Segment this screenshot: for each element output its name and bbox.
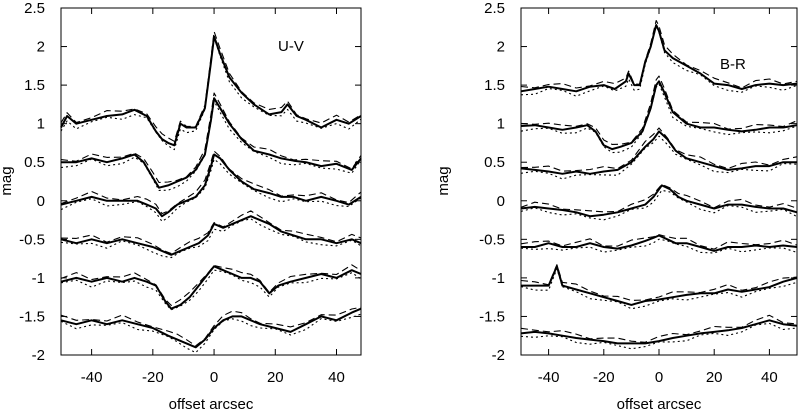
panel-right-series-6-dotted: [520, 322, 798, 350]
panel-left-series-1-dashed: [60, 92, 362, 184]
panel-right-series-6-solid: [520, 319, 798, 345]
panel-right-series-0-dashed: [520, 19, 798, 89]
panel-left-series-3-solid: [60, 215, 362, 256]
panel-right-frame: [520, 7, 798, 356]
panel-right-label: B-R: [720, 56, 746, 73]
panel-right-xlabel: offset arcsec: [617, 396, 702, 413]
panel-left-ytick-label: -2: [32, 347, 45, 364]
panel-right-series-4-dotted: [520, 238, 798, 254]
panel-left-xtick-label: -20: [142, 369, 164, 386]
panel-right-ticks: -2 -1.5 -1 -0.5 0 0.5 1 1.5 2 2.5 -40 -20 0 20 40: [479, 0, 797, 386]
panel-right-xtick-label: -20: [593, 369, 615, 386]
panel-right-xtick-label: 0: [655, 369, 663, 386]
panel-left-ytick-label: -1: [32, 270, 45, 287]
panel-left-xtick-label: 0: [210, 369, 218, 386]
panel-right-series-5-dotted: [520, 268, 798, 310]
panel-right-series-2-solid: [520, 130, 797, 175]
panel-right-ytick-label: -2: [492, 347, 505, 364]
panel-right-series-6-dashed: [520, 314, 798, 343]
panel-left-ytick-label: -0.5: [19, 231, 45, 248]
panel-left-series-4-dotted: [60, 269, 362, 311]
panel-right-series-2-dotted: [520, 135, 798, 180]
panel-right-xtick-label: -40: [538, 369, 560, 386]
panel-right-series-1-dashed: [520, 75, 798, 145]
panel-left-series-2-solid: [60, 153, 362, 218]
panel-left-xtick-label: 40: [328, 369, 345, 386]
panel-left-series-4-dashed: [60, 264, 362, 306]
panel-right-series-3-solid: [520, 184, 798, 218]
panel-right-series-4-solid: [521, 234, 798, 252]
panel-right-ytick-label: 2.5: [484, 0, 505, 17]
panel-right-ytick-label: 1.5: [484, 77, 505, 94]
panel-left-series-1-dotted: [60, 100, 362, 191]
panel-right-series-5-dashed: [520, 264, 798, 301]
panel-left-series-0-solid: [60, 35, 362, 147]
panel-left-series-0-dotted: [60, 36, 362, 151]
panel-right-ytick-label: -0.5: [479, 231, 505, 248]
panel-left-series-4-solid: [60, 265, 362, 310]
panel-right-series-1-solid: [520, 80, 798, 151]
panel-left-frame: [60, 7, 362, 356]
panel-left-ytick-label: -1.5: [19, 308, 45, 325]
panel-right-ylabel: mag: [435, 166, 452, 195]
panel-left-ytick-label: 0: [37, 193, 45, 210]
panel-right-ytick-label: 1: [497, 116, 505, 133]
panel-left-ytick-label: 2: [37, 39, 45, 56]
panel-left-ytick-label: 1.5: [24, 77, 45, 94]
panel-left-ytick-label: 0.5: [24, 154, 45, 171]
panel-left-ticks: -2 -1.5 -1 -0.5 0 0.5 1 1.5 2 2.5 -40 -20 0 20 40: [19, 0, 361, 386]
panel-right-ytick-label: 0.5: [484, 154, 505, 171]
panel-left-series-5-solid: [60, 307, 362, 349]
panel-right-series-2-dashed: [520, 127, 798, 172]
panel-right-series-1-dotted: [520, 83, 798, 154]
panel-left-xtick-label: 20: [267, 369, 284, 386]
panel-left-xlabel: offset arcsec: [169, 396, 254, 413]
panel-right-series-5-solid: [521, 265, 798, 306]
panel-left-ytick-label: 1: [37, 116, 45, 133]
panel-right-xtick-label: 20: [706, 369, 723, 386]
panel-right-series-3-dashed: [520, 183, 798, 213]
panel-left-ytick-label: 2.5: [24, 0, 45, 17]
panel-left-series-3-dashed: [60, 210, 362, 255]
panel-right-ytick-label: 0: [497, 193, 505, 210]
panel-right-series-0-dotted: [520, 25, 798, 97]
panel-left: -2-1.5-1-0.500.511.522.5-40 -20 0 20 40 U-V …: [0, 0, 362, 413]
panel-right-plot: [520, 19, 798, 350]
panel-right: -2-1.5-1-0.500.511.522.5-40 -20 0 20 40 B-R …: [435, 0, 798, 413]
panel-right-series-4-dashed: [520, 234, 798, 250]
panel-right-ytick-label: 2: [497, 39, 505, 56]
panel-right-xtick-label: 40: [761, 369, 778, 386]
panel-left-series-3-dotted: [60, 218, 362, 259]
panel-right-ytick-label: -1: [492, 270, 505, 287]
panel-left-xtick-label: -40: [81, 369, 103, 386]
panel-right-ytick-label: -1.5: [479, 308, 505, 325]
panel-left-series-5-dashed: [60, 306, 362, 347]
panel-left-ylabel: mag: [0, 166, 15, 195]
panel-left-series-2-dashed: [60, 150, 362, 215]
panel-right-series-3-dotted: [520, 189, 798, 221]
panel-left-label: U-V: [278, 38, 304, 55]
panel-left-plot: [60, 30, 362, 354]
